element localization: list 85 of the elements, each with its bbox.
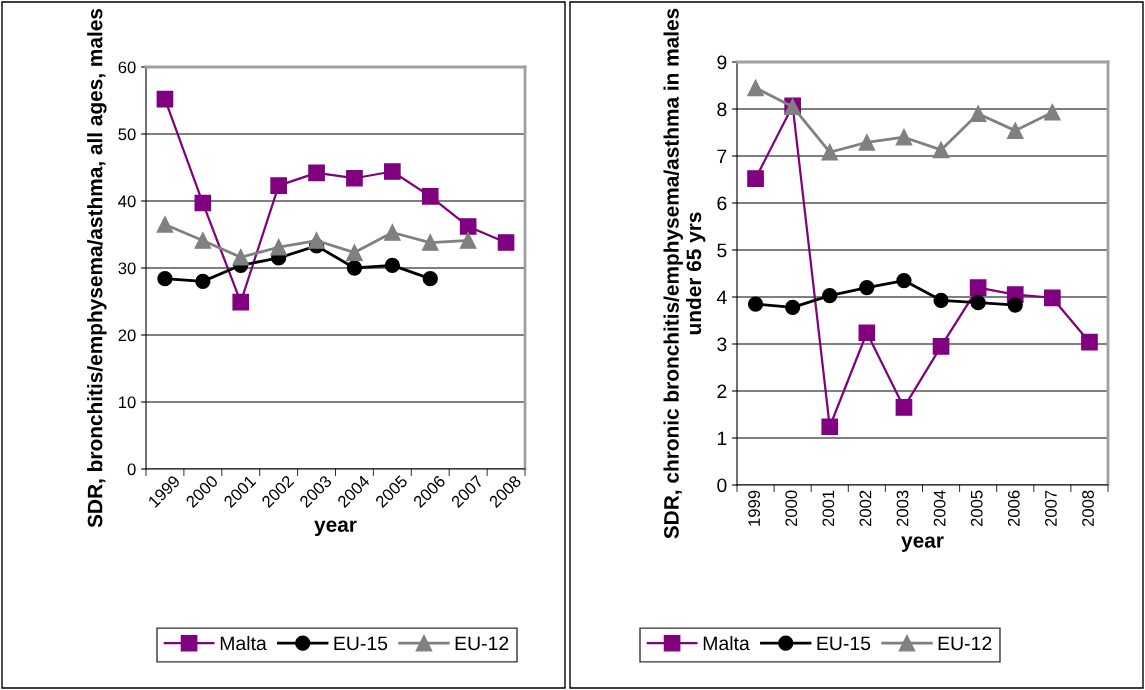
point <box>459 232 477 249</box>
point <box>747 296 764 312</box>
y-tick-label: 8 <box>717 102 727 117</box>
x-axis-title: year <box>314 520 357 537</box>
x-tick-label: 2003 <box>896 490 909 527</box>
point <box>1081 333 1098 351</box>
point <box>1044 103 1061 121</box>
point <box>384 163 401 180</box>
y-tick-label: 4 <box>716 290 727 305</box>
point <box>969 105 987 123</box>
y-tick-label: 3 <box>717 337 727 352</box>
x-tick-label: 1999 <box>748 490 761 526</box>
y-tick-label: 2 <box>717 384 727 399</box>
legend-label: Malta <box>703 635 750 651</box>
point <box>346 169 363 187</box>
y-tick-label: 7 <box>717 149 727 164</box>
legend-label: EU-15 <box>817 636 871 651</box>
point <box>156 90 174 108</box>
point <box>421 187 439 205</box>
point <box>232 293 250 311</box>
y-tick-label: 50 <box>118 128 136 141</box>
y-axis-title: SDR, chronic bronchitis/emphysema/asthma in males under 65 yrs <box>663 8 706 539</box>
point <box>858 324 876 342</box>
legend-label: EU-12 <box>938 636 992 651</box>
point <box>932 141 950 159</box>
y-tick-label: 0 <box>127 463 136 476</box>
point <box>858 134 876 151</box>
point <box>932 338 950 355</box>
point <box>785 299 801 315</box>
point <box>747 170 764 187</box>
y-tick-label: 20 <box>118 329 136 342</box>
point <box>346 244 363 261</box>
point <box>822 287 838 304</box>
point <box>933 292 949 308</box>
point <box>270 177 287 194</box>
point <box>821 418 839 436</box>
y-tick-label: 0 <box>717 478 727 493</box>
point <box>422 271 438 287</box>
legend-label: EU-12 <box>455 636 509 651</box>
x-tick-label: 2002 <box>859 490 872 527</box>
point <box>1044 289 1061 307</box>
point <box>308 164 325 182</box>
point <box>859 279 875 296</box>
x-tick-label: 2005 <box>970 490 983 527</box>
point <box>308 232 325 249</box>
point <box>821 143 839 161</box>
point <box>195 273 211 290</box>
x-axis-title: year <box>901 536 944 552</box>
y-tick-label: 9 <box>717 55 727 70</box>
legend-label: EU-15 <box>334 636 388 651</box>
point <box>156 216 174 233</box>
point <box>459 218 477 235</box>
y-tick-label: 1 <box>717 431 727 446</box>
x-tick-label: 2007 <box>1045 490 1057 527</box>
x-tick-label: 2001 <box>822 490 835 527</box>
point <box>157 271 173 287</box>
x-tick-label: 2006 <box>1007 490 1020 527</box>
point <box>232 248 250 266</box>
point <box>969 279 987 296</box>
point <box>497 234 515 251</box>
point <box>1006 122 1024 139</box>
x-tick-label: 2000 <box>785 490 798 527</box>
point <box>384 224 401 241</box>
point <box>194 194 212 212</box>
point <box>421 234 439 251</box>
y-tick-label: 5 <box>717 243 727 258</box>
y-tick-label: 6 <box>717 196 727 211</box>
point <box>747 79 764 97</box>
y-axis-title: SDR, bronchitis/emphysema/asthma, all ages, males <box>87 8 107 528</box>
y-tick-label: 40 <box>118 195 136 208</box>
point <box>896 272 912 289</box>
point <box>1007 297 1023 313</box>
point <box>895 399 913 416</box>
point <box>194 232 212 249</box>
y-tick-label: 60 <box>118 61 136 74</box>
y-tick-label: 30 <box>118 262 136 275</box>
legend-label: Malta <box>220 635 267 651</box>
x-tick-label: 2004 <box>933 490 946 527</box>
point <box>346 260 363 276</box>
point <box>270 238 287 256</box>
point <box>384 257 400 273</box>
point <box>970 295 986 311</box>
point <box>895 128 913 146</box>
x-tick-label: 2008 <box>1082 490 1094 527</box>
y-tick-label: 10 <box>119 396 136 409</box>
